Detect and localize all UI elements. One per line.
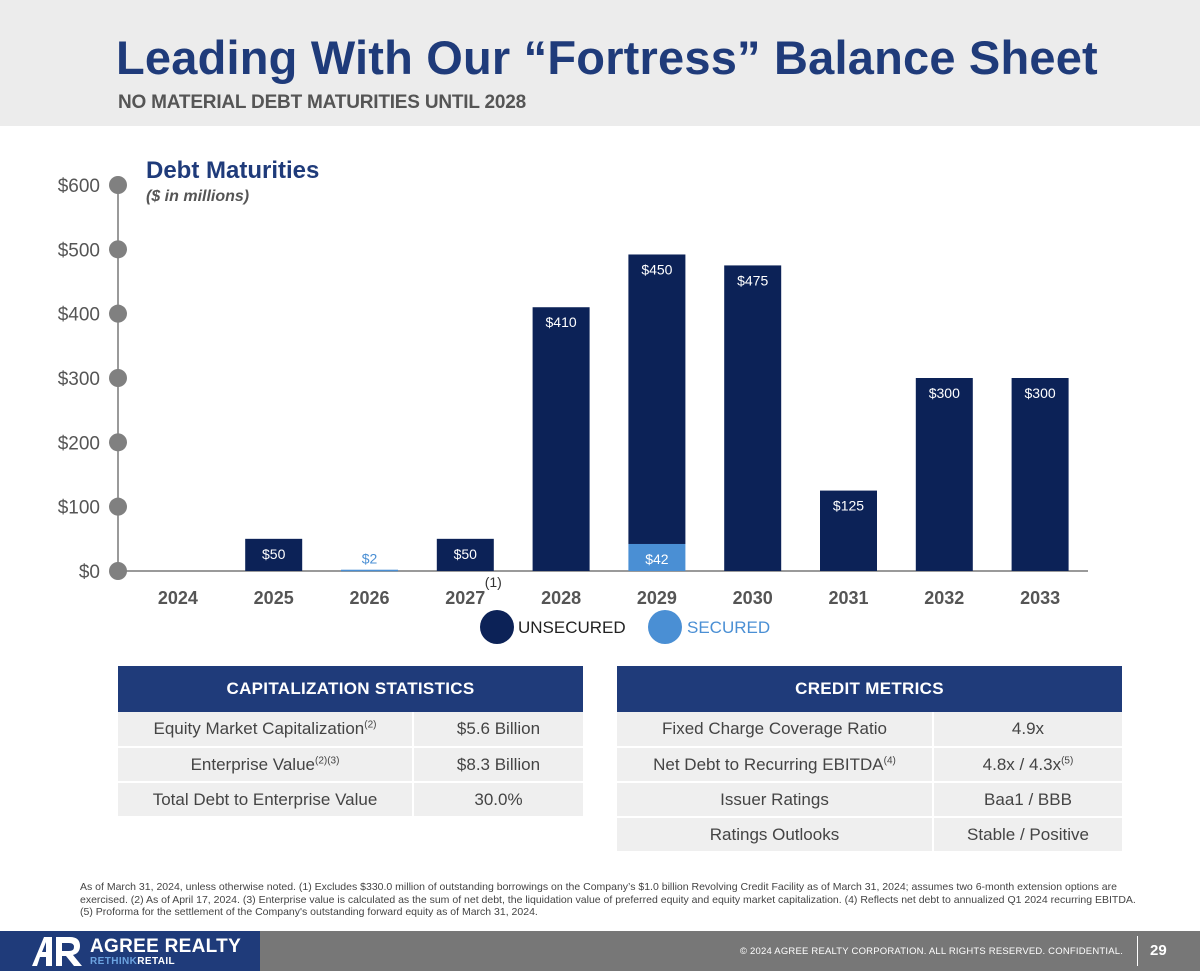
y-tick-label: $600 bbox=[58, 176, 100, 197]
table-row: Issuer Ratings Baa1 / BBB bbox=[617, 782, 1122, 818]
x-tick-label: 2033 bbox=[1020, 588, 1060, 608]
page-subtitle: NO MATERIAL DEBT MATURITIES UNTIL 2028 bbox=[118, 92, 526, 113]
data-label: $50 bbox=[262, 546, 286, 562]
page-divider bbox=[1137, 936, 1138, 966]
data-label: $450 bbox=[641, 261, 672, 277]
logo-name: AGREE REALTY bbox=[90, 936, 242, 957]
credit-label: Issuer Ratings bbox=[617, 782, 934, 818]
company-logo: AGREE REALTY RETHINKRETAIL bbox=[0, 931, 260, 971]
legend-label: SECURED bbox=[687, 618, 770, 637]
y-tick-dot bbox=[109, 176, 127, 194]
credit-label: Ratings Outlooks bbox=[617, 817, 934, 853]
y-tick-dot bbox=[109, 304, 127, 323]
credit-label: Fixed Charge Coverage Ratio bbox=[617, 712, 934, 748]
bar-unsecured bbox=[1011, 378, 1069, 571]
data-label: $50 bbox=[454, 546, 478, 562]
bar-unsecured bbox=[532, 307, 590, 571]
bar-unsecured bbox=[436, 538, 494, 571]
credit-metrics-table: CREDIT METRICS Fixed Charge Coverage Rat… bbox=[617, 666, 1122, 853]
chart-subtitle: ($ in millions) bbox=[146, 188, 249, 205]
credit-value: Stable / Positive bbox=[933, 817, 1122, 853]
cap-value: 30.0% bbox=[413, 782, 583, 818]
data-label: $300 bbox=[1025, 385, 1056, 401]
x-tick-note: (1) bbox=[485, 574, 502, 590]
bar-unsecured bbox=[915, 378, 973, 571]
data-label: $300 bbox=[929, 385, 960, 401]
y-tick-label: $0 bbox=[79, 562, 100, 583]
credit-label: Net Debt to Recurring EBITDA(4) bbox=[617, 747, 934, 783]
table-row: Net Debt to Recurring EBITDA(4) 4.8x / 4… bbox=[617, 747, 1122, 783]
y-tick-label: $500 bbox=[58, 240, 100, 261]
y-tick-dot bbox=[109, 562, 127, 580]
y-tick-dot bbox=[109, 369, 127, 387]
data-label: $125 bbox=[833, 498, 864, 514]
x-axis: 2024 2025 2026 2027 2028 2029 2030 2031 2032 2033… bbox=[158, 574, 1060, 608]
legend-label: UNSECURED bbox=[518, 618, 626, 637]
credit-value: 4.8x / 4.3x(5) bbox=[933, 747, 1122, 783]
credit-value: Baa1 / BBB bbox=[933, 782, 1122, 818]
y-tick-dot bbox=[109, 240, 127, 259]
bar-unsecured bbox=[628, 254, 686, 544]
cap-label: Equity Market Capitalization(2) bbox=[118, 712, 414, 748]
bars bbox=[245, 254, 1069, 572]
data-label: $2 bbox=[362, 551, 378, 567]
legend: UNSECURED SECURED bbox=[480, 610, 770, 644]
bar-unsecured bbox=[724, 265, 782, 571]
y-tick-dot bbox=[109, 433, 127, 452]
data-label: $475 bbox=[737, 272, 768, 288]
bar-secured bbox=[341, 569, 398, 572]
chart-title: Debt Maturities bbox=[146, 157, 319, 184]
x-tick-label: 2031 bbox=[828, 588, 868, 608]
footnote: As of March 31, 2024, unless otherwise n… bbox=[80, 881, 1136, 918]
debt-maturities-chart: Debt Maturities ($ in millions) $0 $100 $2… bbox=[58, 157, 1088, 644]
y-tick-label: $300 bbox=[58, 369, 100, 390]
table-row: Equity Market Capitalization(2) $5.6 Bil… bbox=[118, 712, 583, 748]
y-axis: $0 $100 $200 $300 $400 $500 $600 bbox=[58, 176, 1088, 583]
y-tick-dot bbox=[109, 497, 127, 516]
table-row: Enterprise Value(2)(3) $8.3 Billion bbox=[118, 747, 583, 783]
y-tick-label: $200 bbox=[58, 433, 100, 454]
x-tick-label: 2028 bbox=[541, 588, 581, 608]
credit-value: 4.9x bbox=[933, 712, 1122, 748]
credit-header: CREDIT METRICS bbox=[617, 666, 1122, 712]
x-tick-label: 2032 bbox=[924, 588, 964, 608]
table-row: Ratings Outlooks Stable / Positive bbox=[617, 817, 1122, 853]
cap-label: Total Debt to Enterprise Value bbox=[118, 782, 414, 818]
cap-value: $5.6 Billion bbox=[413, 712, 583, 748]
x-tick-label: 2024 bbox=[158, 588, 198, 608]
agree-realty-logo-icon bbox=[32, 937, 82, 966]
y-tick-label: $100 bbox=[58, 498, 100, 519]
page-number: 29 bbox=[1150, 942, 1167, 959]
logo-tagline: RETHINKRETAIL bbox=[90, 956, 176, 967]
data-label: $410 bbox=[546, 314, 577, 330]
legend-swatch bbox=[648, 610, 682, 644]
legend-swatch bbox=[480, 610, 514, 644]
copyright: © 2024 AGREE REALTY CORPORATION. ALL RIG… bbox=[740, 946, 1124, 957]
header-band bbox=[0, 0, 1200, 126]
data-labels: $50 $2 $50 $410 $450 $42 $475 $125 $300 $300 bbox=[262, 261, 1056, 567]
capitalization-table: CAPITALIZATION STATISTICS Equity Market … bbox=[118, 666, 583, 818]
x-tick-label: 2025 bbox=[254, 588, 294, 608]
bar-unsecured bbox=[245, 538, 303, 571]
cap-value: $8.3 Billion bbox=[413, 747, 583, 783]
x-tick-label: 2027 bbox=[445, 588, 485, 608]
table-row: Fixed Charge Coverage Ratio 4.9x bbox=[617, 712, 1122, 748]
bar-unsecured bbox=[820, 490, 877, 571]
x-tick-label: 2029 bbox=[637, 588, 677, 608]
table-row: Total Debt to Enterprise Value 30.0% bbox=[118, 782, 583, 818]
data-label: $42 bbox=[645, 551, 669, 567]
capitalization-header: CAPITALIZATION STATISTICS bbox=[118, 666, 583, 712]
x-tick-label: 2026 bbox=[349, 588, 389, 608]
bar-secured bbox=[628, 543, 686, 571]
page-title: Leading With Our “Fortress” Balance Shee… bbox=[116, 31, 1098, 84]
x-tick-label: 2030 bbox=[733, 588, 773, 608]
y-tick-label: $400 bbox=[58, 305, 100, 326]
cap-label: Enterprise Value(2)(3) bbox=[118, 747, 414, 783]
